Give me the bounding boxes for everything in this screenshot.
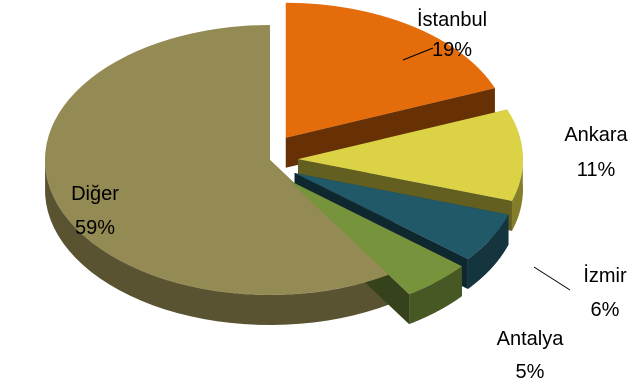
slice-izmir	[294, 172, 509, 260]
slice-rim-diger	[45, 156, 391, 325]
slice-istanbul	[285, 2, 495, 138]
slice-label-antalya: Antalya	[497, 328, 565, 350]
istanbul-leader-line	[402, 47, 434, 61]
pie-top-layer	[44, 2, 523, 295]
slice-wall-istanbul-1	[285, 88, 495, 168]
slice-value-istanbul: 19%	[432, 39, 472, 61]
slice-rim-izmir	[467, 214, 509, 290]
slice-label-istanbul: İstanbul	[417, 8, 487, 31]
slice-value-ankara: 11%	[577, 159, 616, 181]
slice-ankara	[297, 109, 523, 201]
izmir-leader-line	[533, 266, 571, 291]
slice-value-izmir: 6%	[591, 299, 620, 321]
slice-rim-antalya	[409, 266, 462, 325]
slice-rim-ankara	[511, 153, 523, 231]
slice-value-antalya: 5%	[516, 361, 545, 383]
slice-value-diger: 59%	[75, 217, 115, 239]
slice-antalya	[288, 180, 462, 295]
slice-label-ankara: Ankara	[564, 124, 628, 146]
slice-label-diger: Diğer	[71, 183, 119, 205]
slice-label-izmir: İzmir	[583, 264, 627, 287]
slice-diger	[44, 25, 391, 295]
